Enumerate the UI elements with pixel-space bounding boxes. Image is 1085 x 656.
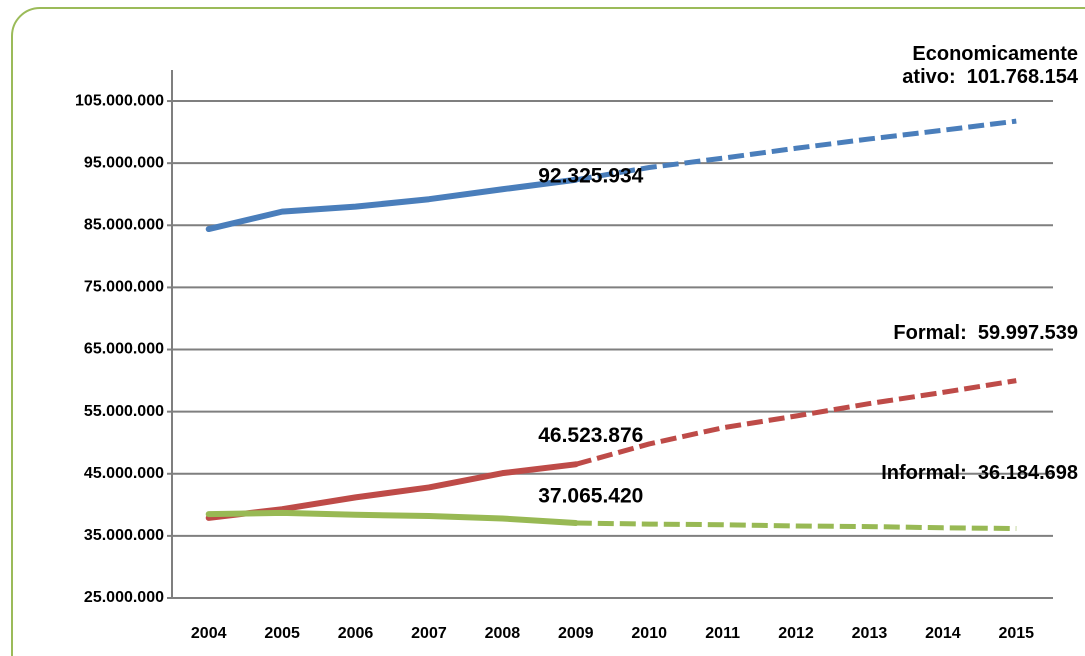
x-tick-label: 2015 bbox=[998, 625, 1034, 642]
x-tick-label: 2009 bbox=[558, 625, 594, 642]
x-tick-label: 2008 bbox=[485, 625, 521, 642]
end-label: Economicamente ativo: 101.768.154 bbox=[863, 43, 1078, 89]
x-tick-label: 2007 bbox=[411, 625, 447, 642]
y-tick-label: 65.000.000 bbox=[84, 341, 164, 358]
y-tick-label: 55.000.000 bbox=[84, 403, 164, 420]
x-tick-label: 2006 bbox=[338, 625, 374, 642]
data-label: 101.768.154 bbox=[966, 66, 1078, 88]
line-solid bbox=[205, 176, 579, 233]
x-tick-label: 2010 bbox=[631, 625, 667, 642]
y-tick-label: 95.000.000 bbox=[84, 154, 164, 171]
series-name: Economicamente ativo: bbox=[902, 43, 1078, 88]
x-tick-label: 2012 bbox=[778, 625, 814, 642]
y-tick-label: 105.000.000 bbox=[75, 92, 164, 109]
data-label: 92.325.934 bbox=[538, 164, 643, 187]
y-tick-label: 25.000.000 bbox=[84, 589, 164, 606]
y-tick-label: 75.000.000 bbox=[84, 279, 164, 296]
data-label: 46.523.876 bbox=[538, 424, 643, 447]
series-name: Informal: bbox=[881, 462, 967, 484]
x-tick-label: 2004 bbox=[191, 625, 227, 642]
x-tick-label: 2014 bbox=[925, 625, 961, 642]
line-solid bbox=[205, 509, 579, 527]
end-label: Formal: 59.997.539 bbox=[678, 322, 1078, 345]
frame bbox=[11, 7, 1085, 656]
line-solid bbox=[205, 461, 579, 521]
x-tick-label: 2011 bbox=[705, 625, 740, 642]
x-tick-label: 2005 bbox=[264, 625, 300, 642]
x-tick-label: 2013 bbox=[852, 625, 888, 642]
data-label: 36.184.698 bbox=[977, 462, 1078, 484]
end-label: Informal: 36.184.698 bbox=[678, 462, 1078, 485]
line-dashed bbox=[575, 378, 1017, 467]
y-tick-label: 35.000.000 bbox=[84, 527, 164, 544]
series-name: Formal: bbox=[893, 322, 967, 344]
y-tick-label: 85.000.000 bbox=[84, 217, 164, 234]
line-dashed bbox=[575, 520, 1017, 532]
data-label: 37.065.420 bbox=[538, 485, 643, 508]
line-dashed bbox=[575, 118, 1017, 183]
data-label: 59.997.539 bbox=[977, 322, 1078, 344]
y-tick-label: 45.000.000 bbox=[84, 465, 164, 482]
